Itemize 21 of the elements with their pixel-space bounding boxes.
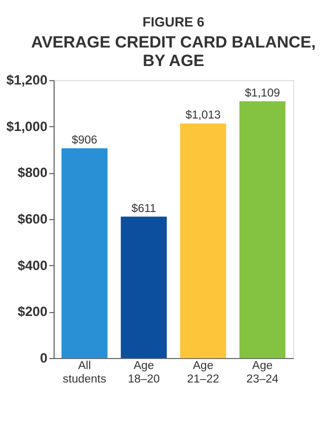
x-tick-label: Age 21–22 (187, 360, 220, 386)
data-label: $1,013 (186, 110, 221, 122)
y-tick-label: $200 (18, 304, 48, 320)
y-tick-label: 0 (40, 350, 48, 366)
y-tick-label: $600 (18, 211, 48, 226)
y-tick-label: $400 (18, 258, 48, 273)
data-label: $1,109 (244, 87, 280, 100)
y-tick-label: $1,000 (6, 118, 48, 134)
chart-title: AVERAGE CREDIT CARD BALANCE, BY AGE (31, 34, 316, 70)
x-tick-label: Age 23–24 (246, 360, 280, 386)
x-tick-label: Age 18–20 (128, 360, 160, 386)
bar (180, 123, 226, 358)
x-tick-label: All students (62, 360, 106, 386)
data-label: $611 (131, 202, 156, 215)
y-tick-label: $800 (18, 165, 48, 180)
y-tick-label: $1,200 (6, 72, 48, 88)
data-label: $906 (72, 134, 98, 146)
bar (120, 216, 167, 358)
chart-subtitle: FIGURE 6 (142, 14, 204, 30)
bar (62, 148, 108, 358)
bar (239, 101, 286, 358)
